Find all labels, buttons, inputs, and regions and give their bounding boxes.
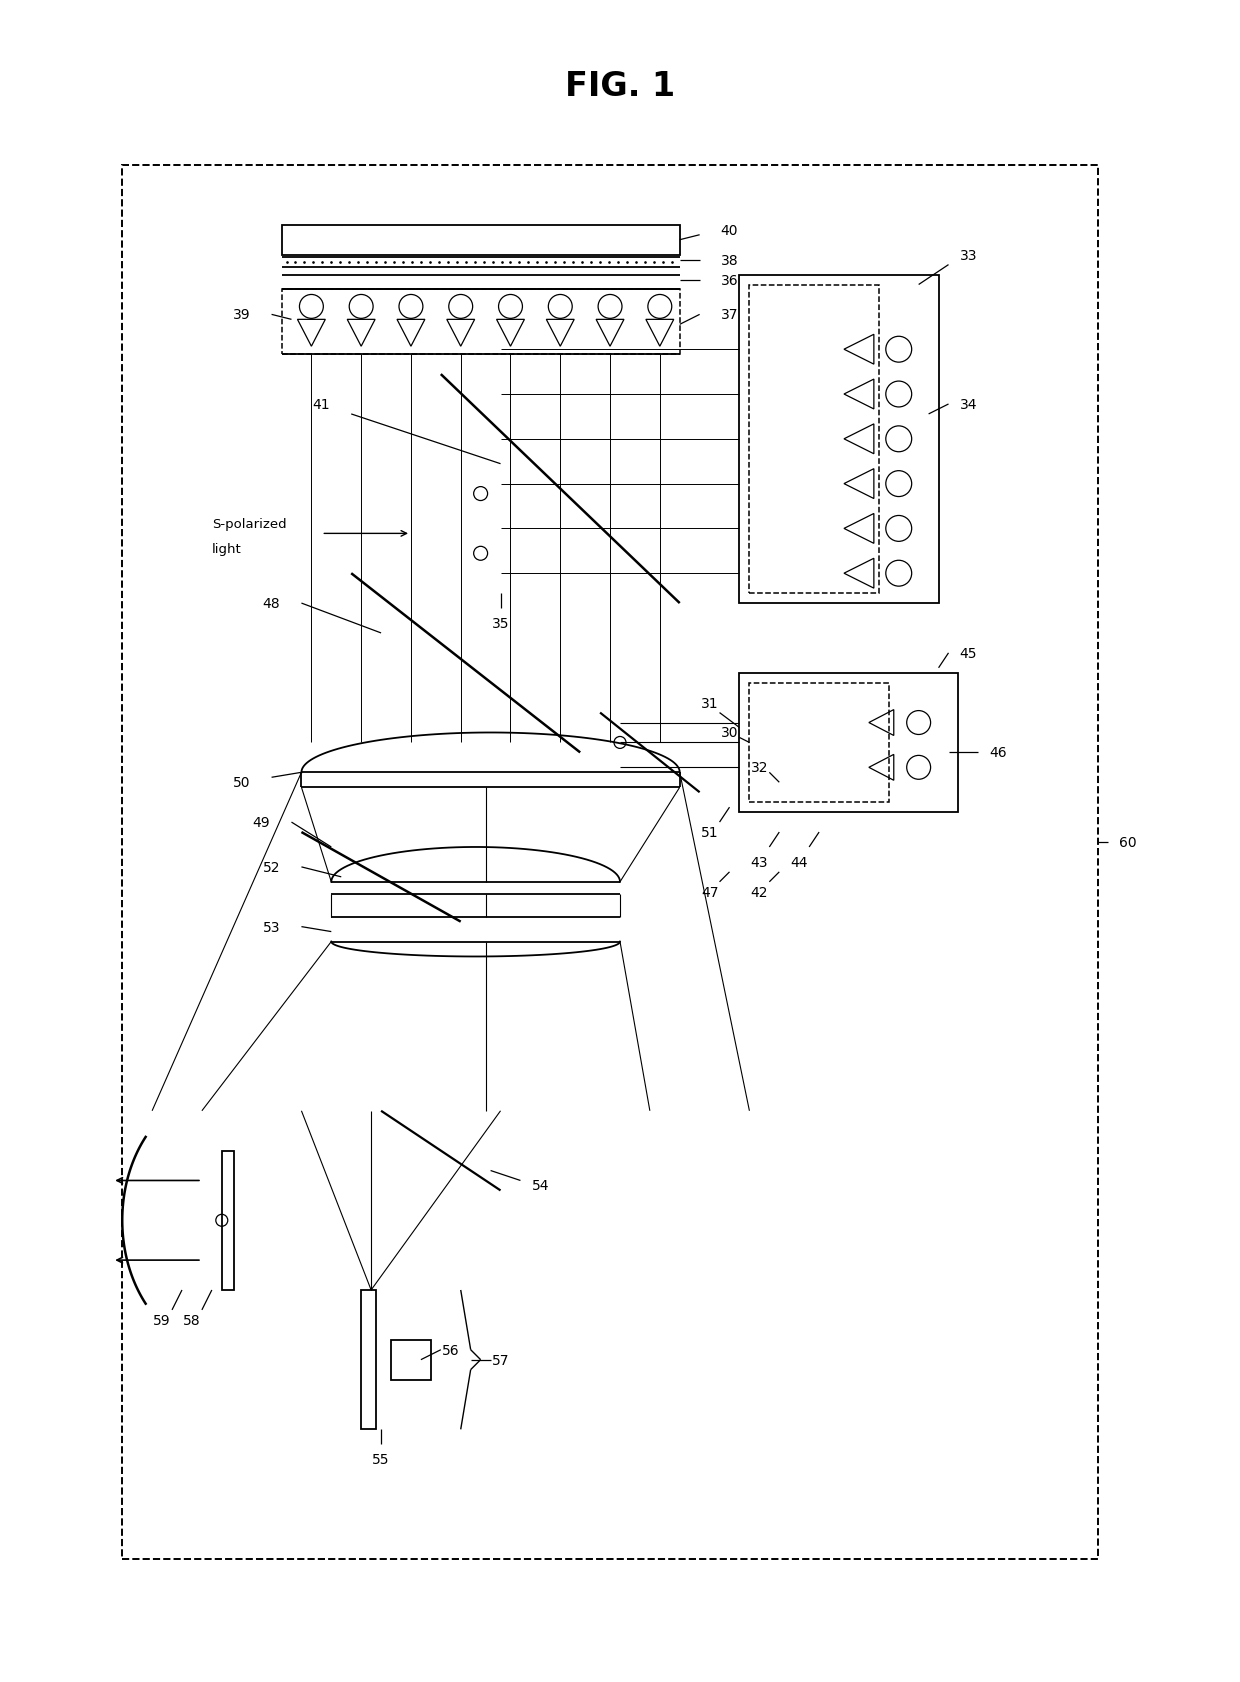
Text: 36: 36 bbox=[720, 274, 738, 288]
Text: 32: 32 bbox=[750, 760, 768, 775]
Text: 30: 30 bbox=[720, 727, 738, 740]
Text: 54: 54 bbox=[532, 1179, 549, 1193]
Text: 44: 44 bbox=[790, 856, 808, 870]
Text: 45: 45 bbox=[960, 646, 977, 661]
Bar bbox=[749, 286, 879, 594]
Text: 47: 47 bbox=[701, 885, 718, 900]
Text: 52: 52 bbox=[263, 861, 280, 875]
Text: 42: 42 bbox=[750, 885, 768, 900]
Text: 60: 60 bbox=[1118, 836, 1137, 849]
Bar bbox=[123, 167, 1097, 1559]
Text: 37: 37 bbox=[720, 308, 738, 323]
Text: 40: 40 bbox=[720, 224, 738, 237]
Bar bbox=[739, 276, 939, 604]
Text: FIG. 1: FIG. 1 bbox=[565, 71, 675, 103]
Text: 59: 59 bbox=[154, 1314, 171, 1327]
Text: 49: 49 bbox=[253, 816, 270, 829]
Text: 48: 48 bbox=[263, 597, 280, 611]
Text: light: light bbox=[212, 543, 242, 555]
Bar bbox=[391, 1341, 430, 1379]
Text: 35: 35 bbox=[492, 617, 510, 631]
Bar bbox=[749, 683, 889, 802]
Text: 39: 39 bbox=[233, 308, 250, 323]
Text: 46: 46 bbox=[990, 745, 1007, 760]
Bar bbox=[281, 291, 680, 355]
Text: 58: 58 bbox=[184, 1314, 201, 1327]
Text: 41: 41 bbox=[312, 397, 330, 412]
Text: 31: 31 bbox=[701, 696, 718, 710]
Text: 50: 50 bbox=[233, 775, 250, 791]
Text: 43: 43 bbox=[750, 856, 768, 870]
Text: 33: 33 bbox=[960, 249, 977, 262]
Text: 34: 34 bbox=[960, 397, 977, 412]
Text: S-polarized: S-polarized bbox=[212, 518, 286, 530]
Text: 57: 57 bbox=[492, 1352, 510, 1367]
Text: 55: 55 bbox=[372, 1452, 389, 1467]
Bar bbox=[739, 673, 959, 812]
Text: 56: 56 bbox=[441, 1342, 460, 1357]
Bar bbox=[361, 1290, 376, 1430]
Text: 53: 53 bbox=[263, 920, 280, 934]
Text: 38: 38 bbox=[720, 254, 738, 267]
Bar bbox=[281, 225, 680, 256]
Bar bbox=[222, 1150, 233, 1290]
Text: 51: 51 bbox=[701, 826, 718, 839]
